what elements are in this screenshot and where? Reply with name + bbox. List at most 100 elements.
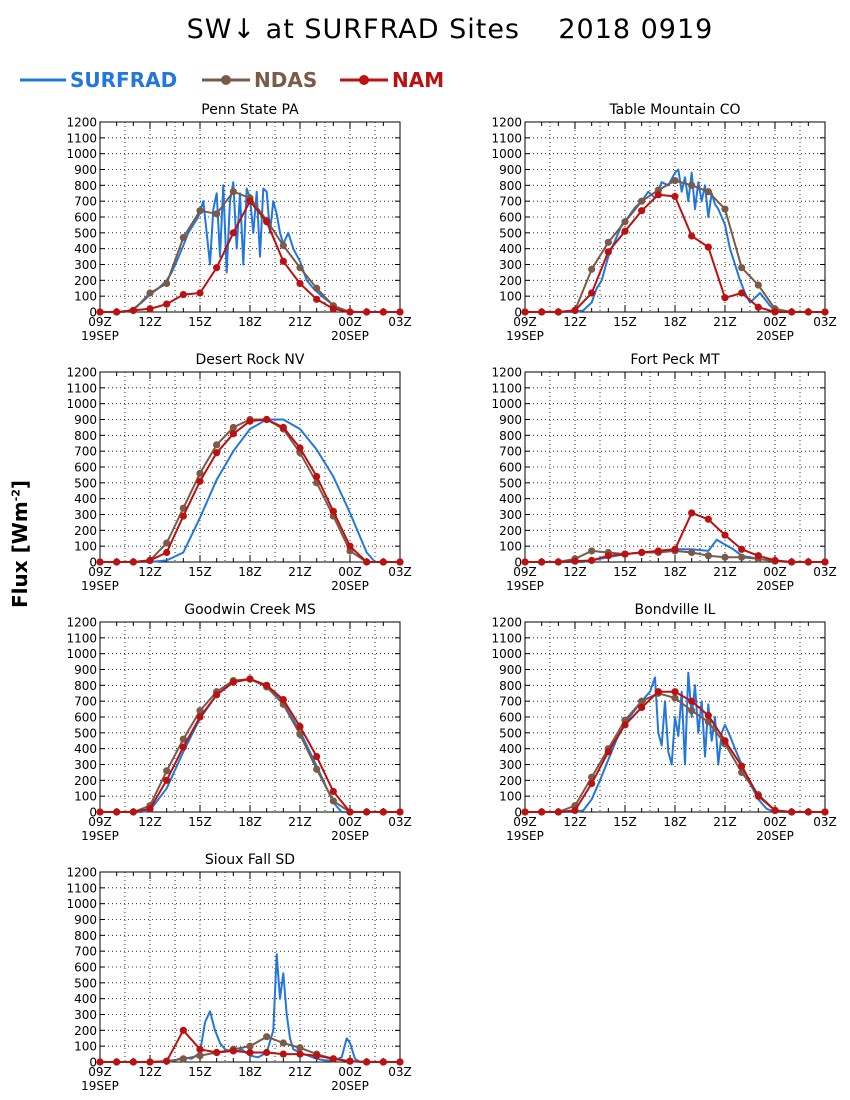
x-tick-label: 03Z bbox=[388, 1065, 412, 1079]
point-nam bbox=[346, 542, 354, 550]
point-ndas bbox=[163, 767, 171, 775]
point-nam bbox=[588, 779, 596, 788]
y-tick-label: 300 bbox=[74, 508, 97, 522]
point-nam bbox=[621, 721, 629, 729]
x-tick-sublabel: 20SEP bbox=[756, 829, 794, 843]
point-nam bbox=[804, 308, 812, 316]
point-nam bbox=[754, 792, 762, 800]
point-ndas bbox=[671, 694, 679, 702]
x-tick-label: 00Z bbox=[338, 1065, 362, 1079]
point-nam bbox=[263, 415, 271, 424]
panel-title: Table Mountain CO bbox=[608, 102, 740, 118]
point-nam bbox=[346, 808, 354, 816]
x-tick-label: 09Z bbox=[513, 565, 537, 579]
x-tick-label: 00Z bbox=[763, 565, 787, 579]
y-tick-label: 900 bbox=[74, 413, 97, 427]
point-nam bbox=[213, 691, 221, 699]
y-axis-label: Flux [Wm-2] bbox=[8, 480, 32, 608]
point-ndas bbox=[704, 552, 712, 560]
y-tick-label: 700 bbox=[74, 695, 97, 709]
point-nam bbox=[229, 430, 237, 438]
y-tick-label: 1000 bbox=[66, 397, 97, 411]
point-nam bbox=[113, 808, 121, 816]
x-tick-label: 03Z bbox=[813, 815, 837, 829]
y-tick-label: 0 bbox=[514, 306, 522, 320]
y-tick-label: 200 bbox=[499, 274, 522, 288]
x-tick-label: 09Z bbox=[88, 315, 112, 329]
x-tick-label: 00Z bbox=[338, 815, 362, 829]
y-tick-label: 400 bbox=[499, 492, 522, 506]
y-tick-label: 700 bbox=[74, 195, 97, 209]
x-tick-sublabel: 19SEP bbox=[506, 579, 544, 593]
point-nam bbox=[129, 306, 137, 315]
point-nam bbox=[538, 558, 546, 566]
y-tick-label: 1200 bbox=[66, 366, 97, 380]
y-tick-label: 1000 bbox=[491, 147, 522, 161]
y-tick-label: 200 bbox=[74, 1024, 97, 1038]
x-tick-sublabel: 19SEP bbox=[81, 329, 119, 343]
x-tick-label: 15Z bbox=[188, 1065, 212, 1079]
y-tick-label: 1200 bbox=[66, 866, 97, 880]
x-tick-label: 18Z bbox=[238, 315, 262, 329]
x-tick-label: 00Z bbox=[338, 565, 362, 579]
y-tick-label: 800 bbox=[499, 679, 522, 693]
y-tick-label: 400 bbox=[499, 742, 522, 756]
x-tick-sublabel: 19SEP bbox=[506, 829, 544, 843]
point-ndas bbox=[213, 210, 221, 218]
y-tick-label: 800 bbox=[74, 679, 97, 693]
point-nam bbox=[246, 417, 254, 425]
x-tick-label: 21Z bbox=[288, 815, 312, 829]
y-tick-label: 900 bbox=[74, 163, 97, 177]
point-nam bbox=[263, 681, 271, 689]
point-nam bbox=[754, 552, 762, 560]
y-tick-label: 900 bbox=[74, 663, 97, 677]
point-ndas bbox=[588, 547, 596, 555]
point-ndas bbox=[588, 265, 596, 273]
x-tick-label: 00Z bbox=[763, 315, 787, 329]
x-tick-label: 03Z bbox=[813, 315, 837, 329]
point-nam bbox=[329, 507, 337, 515]
x-tick-label: 09Z bbox=[88, 1065, 112, 1079]
y-tick-label: 900 bbox=[499, 413, 522, 427]
x-tick-label: 18Z bbox=[238, 565, 262, 579]
series-line-ndas bbox=[100, 190, 400, 313]
y-tick-label: 700 bbox=[74, 445, 97, 459]
point-nam bbox=[621, 227, 629, 235]
point-nam bbox=[379, 1058, 387, 1066]
y-tick-label: 1100 bbox=[491, 131, 522, 145]
point-nam bbox=[521, 808, 529, 816]
series-line-nam bbox=[100, 200, 400, 313]
point-ndas bbox=[296, 1044, 304, 1052]
point-nam bbox=[621, 550, 629, 558]
y-tick-label: 200 bbox=[499, 774, 522, 788]
point-nam bbox=[279, 423, 287, 432]
point-nam bbox=[313, 752, 321, 761]
y-tick-label: 0 bbox=[89, 806, 97, 820]
x-tick-label: 12Z bbox=[563, 315, 587, 329]
point-nam bbox=[821, 808, 829, 816]
point-nam bbox=[279, 1050, 287, 1058]
point-ndas bbox=[704, 188, 712, 196]
point-ndas bbox=[179, 735, 187, 743]
x-tick-label: 00Z bbox=[338, 315, 362, 329]
point-ndas bbox=[163, 539, 171, 547]
y-tick-label: 500 bbox=[499, 476, 522, 490]
point-nam bbox=[688, 509, 696, 517]
y-tick-label: 600 bbox=[74, 961, 97, 975]
y-tick-label: 500 bbox=[74, 476, 97, 490]
y-tick-label: 400 bbox=[74, 492, 97, 506]
y-tick-label: 700 bbox=[499, 445, 522, 459]
point-nam bbox=[588, 289, 596, 297]
y-tick-label: 1000 bbox=[66, 897, 97, 911]
panel-title: Sioux Fall SD bbox=[205, 852, 295, 868]
y-tick-label: 1100 bbox=[491, 631, 522, 645]
point-ndas bbox=[246, 1042, 254, 1050]
x-tick-label: 21Z bbox=[713, 315, 737, 329]
x-tick-label: 03Z bbox=[388, 815, 412, 829]
x-tick-label: 18Z bbox=[663, 815, 687, 829]
point-nam bbox=[788, 558, 796, 566]
point-nam bbox=[296, 279, 304, 288]
x-tick-label: 09Z bbox=[513, 815, 537, 829]
point-ndas bbox=[738, 264, 746, 272]
